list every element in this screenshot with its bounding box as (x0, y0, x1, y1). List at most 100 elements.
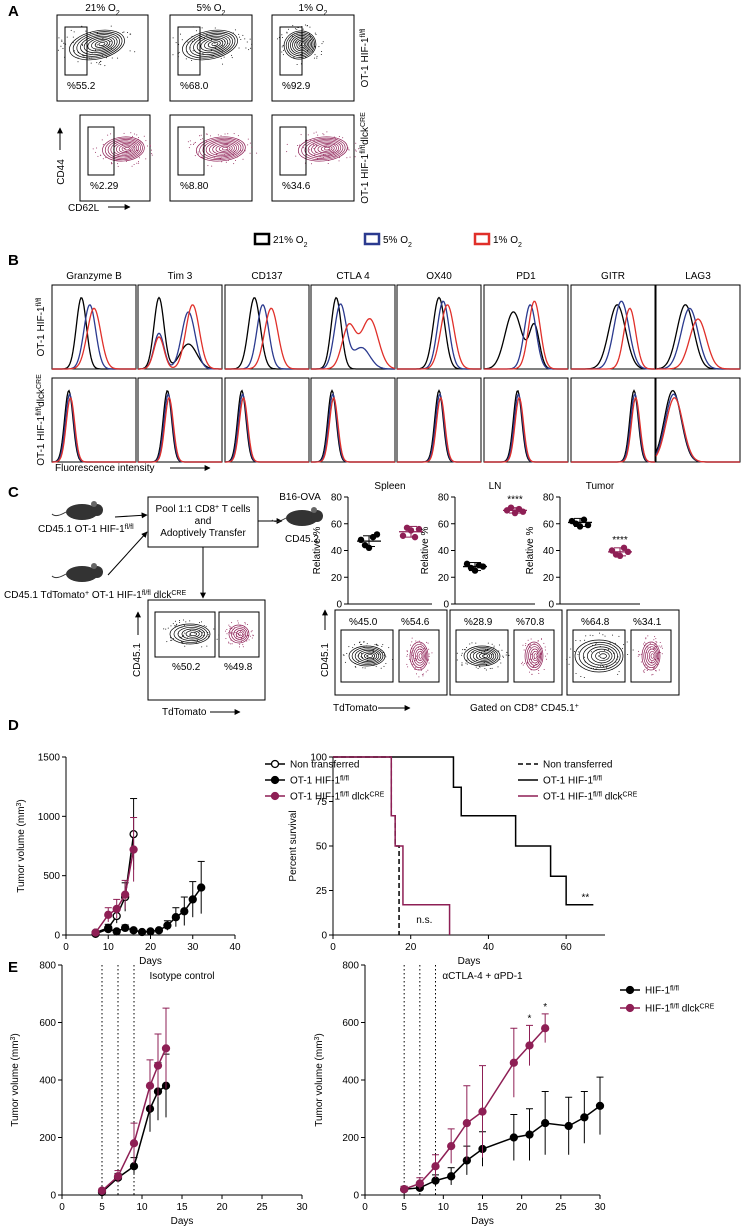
contour (169, 623, 211, 645)
x-tick-label: 0 (59, 1202, 65, 1213)
event-dot (406, 654, 408, 656)
y-tick-label: 60 (543, 519, 555, 530)
event-dot (221, 161, 223, 163)
contour (102, 136, 145, 162)
event-dot (286, 151, 288, 153)
y-tick-label: 0 (336, 600, 342, 611)
legend-label-part: dlck (602, 792, 624, 803)
panel-label: A (8, 3, 19, 20)
contour (233, 628, 247, 640)
contour (463, 645, 501, 667)
event-dot (363, 641, 365, 643)
legend-swatch (473, 232, 491, 246)
event-dot (138, 162, 140, 164)
contour (591, 648, 613, 664)
contour (595, 651, 610, 661)
event-dot (465, 647, 467, 649)
event-dot (342, 137, 344, 139)
contour (189, 631, 198, 637)
donor-label-part: fl/fl (142, 590, 151, 597)
event-dot (281, 46, 283, 48)
data-point (415, 1179, 424, 1188)
event-dot (149, 144, 151, 146)
y-axis-label-part: ) (16, 799, 27, 802)
event-dot (182, 619, 184, 621)
event-dot (529, 671, 531, 673)
event-dot (418, 647, 420, 649)
event-dot (644, 664, 646, 666)
significance: **** (612, 535, 628, 546)
legend-label-part: 2 (518, 242, 522, 249)
event-dot (579, 640, 581, 642)
contour (185, 31, 236, 59)
event-dot (392, 659, 394, 661)
y-tick-label: 75 (316, 797, 328, 808)
legend-label: Non transferred (290, 760, 359, 771)
legend-label-part: fl/fl (340, 791, 349, 798)
legend-label-part: CRE (623, 791, 638, 798)
event-dot (324, 146, 326, 148)
column-header: 21% O2 (85, 3, 120, 17)
data-point (145, 1081, 155, 1090)
y-axis-label: Tumor volume (mm3) (16, 799, 28, 893)
event-dot (406, 663, 408, 665)
contour (110, 140, 140, 158)
contour (418, 653, 423, 659)
mouse-icon (286, 510, 318, 526)
event-dot (98, 63, 100, 65)
data-point (91, 928, 100, 937)
contour (300, 42, 305, 47)
event-dot (127, 31, 129, 33)
data-point (121, 890, 130, 899)
event-dot (306, 25, 308, 27)
event-dot (366, 655, 368, 657)
histogram (397, 304, 481, 370)
event-dot (191, 59, 193, 61)
event-dot (505, 654, 507, 656)
event-dot (660, 646, 662, 648)
event-dot (251, 630, 253, 632)
event-dot (179, 619, 181, 621)
pool-text: Pool 1:1 CD8+ T cells (156, 504, 251, 516)
event-dot (426, 641, 428, 643)
event-dot (256, 152, 258, 154)
event-dot (185, 621, 187, 623)
event-dot (508, 654, 510, 656)
mouse-icon (91, 563, 97, 569)
plot-frame (169, 114, 253, 202)
contour (290, 35, 313, 55)
series-line (403, 1027, 546, 1190)
event-dot (286, 143, 288, 145)
event-dot (654, 636, 656, 638)
plot-frame (137, 377, 223, 463)
histogram (138, 393, 222, 463)
event-dot (296, 63, 298, 65)
y-tick-label: 800 (39, 961, 56, 972)
contour (648, 650, 656, 662)
event-dot (100, 64, 102, 66)
event-dot (309, 149, 311, 151)
event-dot (246, 624, 248, 626)
event-dot (632, 649, 634, 651)
event-dot (183, 624, 185, 626)
series-line (404, 1105, 601, 1190)
contour (317, 144, 335, 154)
event-dot (242, 34, 244, 36)
event-dot (239, 36, 241, 38)
event-dot (96, 147, 98, 149)
y-tick-label: 0 (321, 931, 327, 942)
event-dot (614, 642, 616, 644)
contour (80, 34, 118, 55)
event-dot (249, 142, 251, 144)
event-dot (208, 634, 210, 636)
event-dot (123, 31, 125, 33)
data-point (146, 927, 155, 936)
plot-frame (79, 114, 151, 202)
y-tick-label: 60 (438, 519, 450, 530)
y-tick-label: 200 (39, 1133, 56, 1144)
chart-title: Isotype control (149, 971, 214, 982)
event-dot (344, 661, 346, 663)
data-point (104, 924, 113, 934)
gate (279, 26, 303, 76)
